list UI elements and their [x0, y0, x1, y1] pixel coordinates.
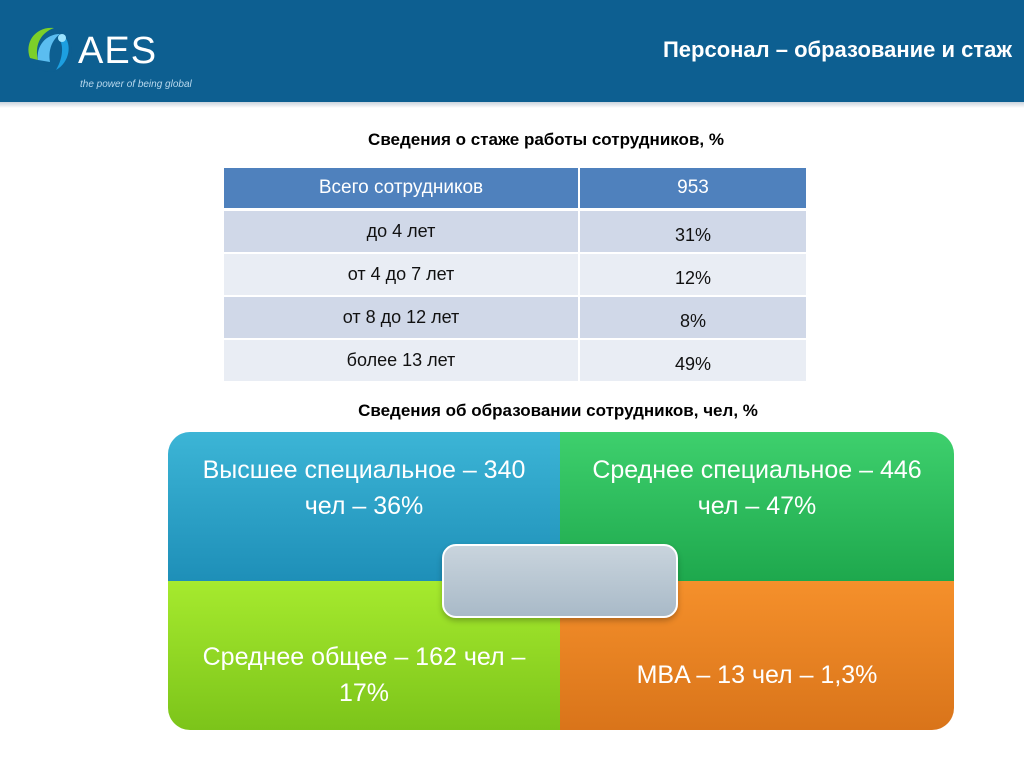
table-cell-label: от 8 до 12 лет [224, 296, 580, 340]
table-row: от 4 до 7 лет 12% [224, 253, 808, 297]
table-cell-value: 12% [579, 253, 808, 297]
table-cell-label: от 4 до 7 лет [224, 253, 580, 297]
logo-tagline: the power of being global [80, 79, 192, 90]
quadrant-text: Среднее общее – 162 чел – 17% [202, 643, 526, 707]
table-cell-label: более 13 лет [224, 339, 580, 383]
center-connector-box [442, 544, 678, 618]
table-row: до 4 лет 31% [224, 209, 808, 254]
quadrant-secondary-special: Среднее специальное – 446 чел – 47% [560, 432, 954, 581]
education-section-title: Сведения об образовании сотрудников, чел… [358, 401, 758, 420]
tenure-table: Всего сотрудников 953 до 4 лет 31% от 4 … [224, 168, 808, 383]
quadrant-text: Высшее специальное – 340 чел – 36% [202, 456, 526, 520]
quadrant-text: MBA – 13 чел – 1,3% [636, 661, 878, 689]
table-header-label: Всего сотрудников [224, 168, 580, 211]
table-row: от 8 до 12 лет 8% [224, 296, 808, 340]
header-divider [0, 102, 1024, 108]
tenure-section-title: Сведения о стаже работы сотрудников, % [368, 130, 724, 149]
table-cell-value: 31% [579, 209, 808, 254]
quadrant-text: Среднее специальное – 446 чел – 47% [592, 456, 922, 520]
table-header-row: Всего сотрудников 953 [224, 168, 808, 211]
table-cell-value: 8% [579, 296, 808, 340]
header-bar: AES the power of being global Персонал –… [0, 0, 1024, 102]
table-row: более 13 лет 49% [224, 339, 808, 383]
aes-logo[interactable]: AES the power of being global [20, 18, 192, 94]
aes-globe-icon [28, 27, 72, 72]
table-cell-label: до 4 лет [224, 209, 580, 254]
logo-wordmark: AES [78, 30, 158, 72]
table-cell-value: 49% [579, 339, 808, 383]
page-title: Персонал – образование и стаж [662, 37, 1012, 62]
education-quadrant-diagram: Высшее специальное – 340 чел – 36% Средн… [168, 432, 954, 730]
table-header-value: 953 [579, 168, 808, 211]
